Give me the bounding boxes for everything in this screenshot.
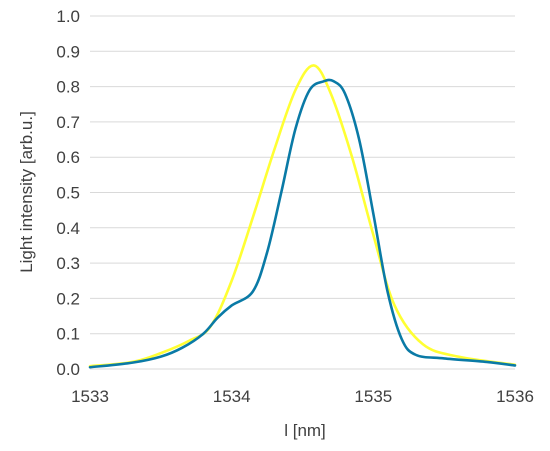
y-tick-label: 0.4 <box>56 219 80 238</box>
series-lines <box>88 64 517 369</box>
x-tick-label: 1533 <box>71 387 109 406</box>
y-tick-label: 0.1 <box>56 325 80 344</box>
y-tick-label: 0.3 <box>56 254 80 273</box>
y-tick-label: 0.0 <box>56 360 80 379</box>
x-tick-label: 1536 <box>496 387 534 406</box>
x-tick-label: 1535 <box>354 387 392 406</box>
y-axis-title: Light intensity [arb.u.] <box>17 111 36 273</box>
series-line-1 <box>88 64 517 368</box>
x-axis-ticks: 1533 1534 1535 1536 <box>71 387 534 406</box>
y-tick-label: 1.0 <box>56 7 80 26</box>
y-tick-label: 0.6 <box>56 148 80 167</box>
y-tick-label: 0.8 <box>56 78 80 97</box>
series-line-2 <box>88 78 517 369</box>
gridlines <box>90 15 515 370</box>
y-tick-label: 0.9 <box>56 42 80 61</box>
x-axis-title: l [nm] <box>284 421 326 440</box>
x-tick-label: 1534 <box>213 387 251 406</box>
y-tick-label: 0.7 <box>56 113 80 132</box>
y-axis-ticks: 0.0 0.1 0.2 0.3 0.4 0.5 0.6 0.7 0.8 0.9 1.0 <box>56 7 80 379</box>
y-tick-label: 0.2 <box>56 289 80 308</box>
y-tick-label: 0.5 <box>56 184 80 203</box>
